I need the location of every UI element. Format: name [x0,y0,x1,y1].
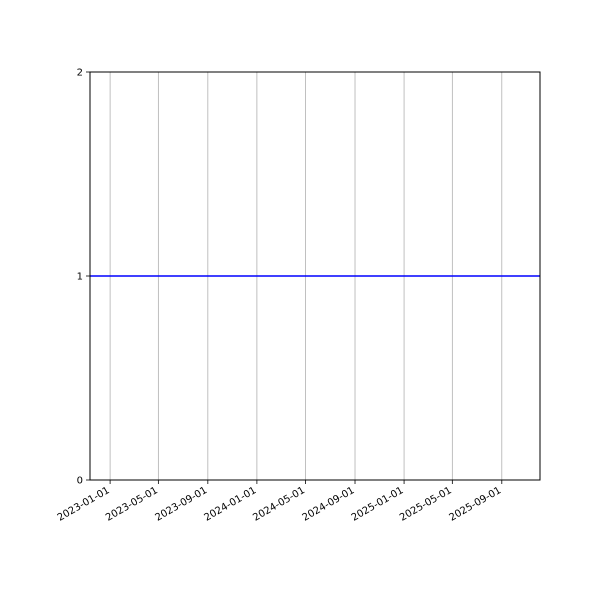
x-tick-label: 2025-01-01 [350,485,406,524]
x-tick-label: 2023-09-01 [153,485,209,524]
x-tick-label: 2024-09-01 [301,485,357,524]
x-tick-label: 2025-09-01 [447,485,503,524]
y-tick-label: 1 [77,272,83,283]
x-axis: 2023-01-012023-05-012023-09-012024-01-01… [56,480,503,524]
y-axis: 0 1 2 [77,68,90,487]
x-tick-label: 2023-05-01 [104,485,160,524]
x-tick-label: 2023-01-01 [56,485,112,524]
y-tick-label: 2 [77,68,83,79]
x-tick-label: 2025-05-01 [398,485,454,524]
y-tick-label: 0 [77,476,83,487]
x-tick-label: 2024-01-01 [203,485,259,524]
x-tick-label: 2024-05-01 [251,485,307,524]
